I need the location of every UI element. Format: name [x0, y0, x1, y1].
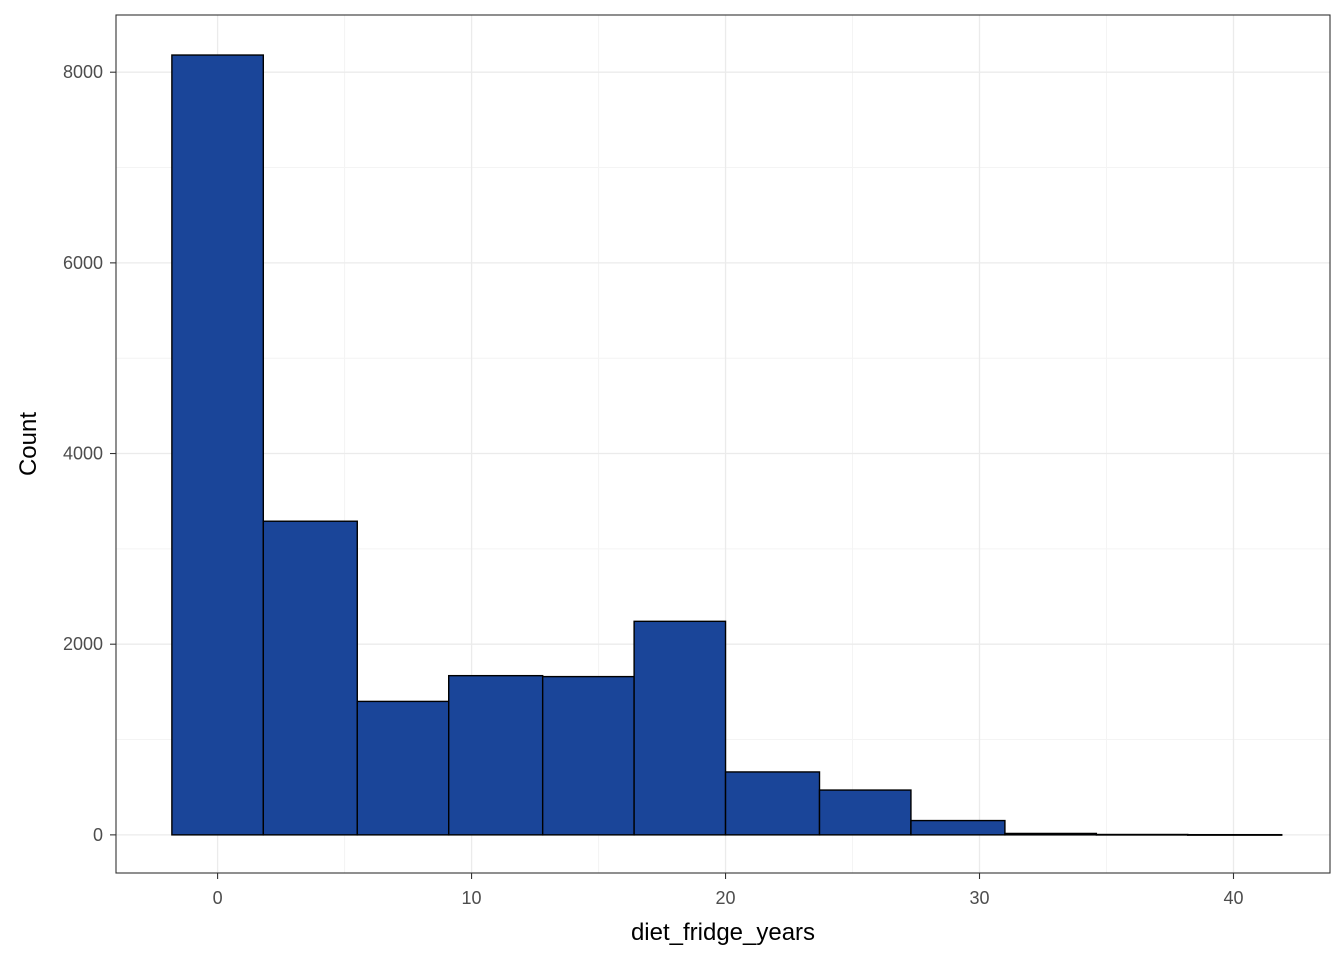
- y-tick-label: 6000: [63, 253, 103, 273]
- x-axis: 0 10 20 30 40: [213, 873, 1244, 908]
- histogram-bar: [1095, 833, 1189, 836]
- y-axis-title: Count: [15, 412, 42, 476]
- y-tick-label: 2000: [63, 634, 103, 654]
- minor-gridlines: [116, 15, 1330, 873]
- histogram-bar: [171, 54, 265, 836]
- histogram-bar: [262, 520, 358, 836]
- x-tick-label: 30: [969, 888, 989, 908]
- histogram-bar: [910, 819, 1006, 836]
- panel-border: [115, 14, 1331, 874]
- x-axis-title: diet_fridge_years: [631, 919, 815, 946]
- histogram-bar: [633, 620, 727, 836]
- x-tick-label: 40: [1223, 888, 1243, 908]
- y-tick-label: 4000: [63, 444, 103, 464]
- histogram-bars: [171, 54, 1283, 836]
- y-axis: 0 2000 4000 6000 8000: [63, 62, 116, 845]
- histogram-bar: [818, 789, 912, 836]
- x-tick-label: 0: [213, 888, 223, 908]
- histogram-bar: [448, 674, 544, 836]
- y-tick-label: 8000: [63, 62, 103, 82]
- histogram-bar: [1004, 832, 1098, 836]
- y-tick-label: 0: [93, 825, 103, 845]
- histogram-bar: [356, 700, 450, 836]
- histogram-bar: [724, 771, 821, 836]
- histogram-bar: [1187, 833, 1283, 836]
- x-tick-label: 10: [462, 888, 482, 908]
- x-tick-label: 20: [716, 888, 736, 908]
- histogram-bar: [541, 675, 635, 836]
